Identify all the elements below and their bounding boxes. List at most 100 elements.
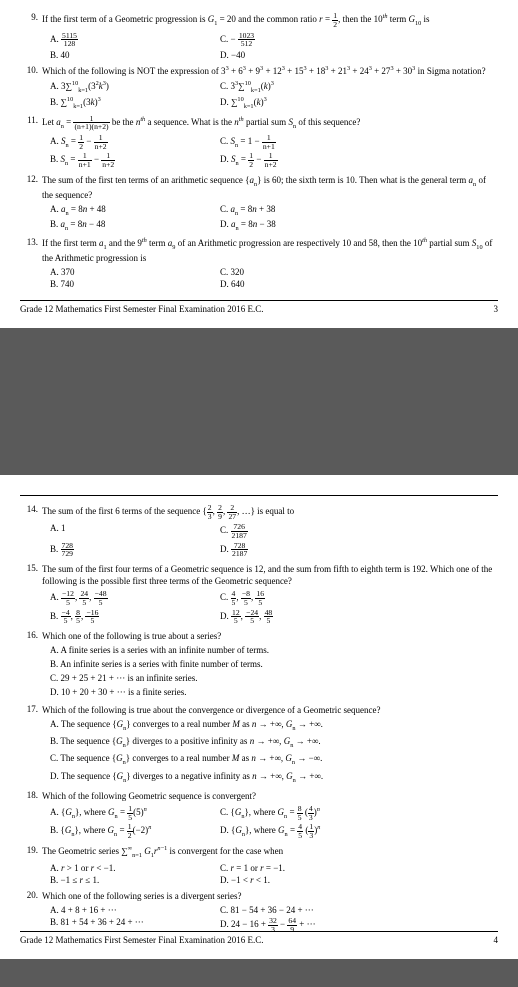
question-18: 18. Which of the following Geometric seq… [20, 790, 498, 840]
opt-d: D. −1 < r < 1. [220, 875, 390, 885]
opt-b: B. 40 [50, 50, 220, 60]
opt-c: C. 33∑10k=1(k)3 [220, 80, 390, 94]
opt-a: A. 370 [50, 267, 220, 277]
opt-d: D. 640 [220, 279, 390, 289]
opt-d: D. ∑10k=1(k)3 [220, 96, 390, 110]
opt-c: C. 81 − 54 + 36 − 24 + ··· [220, 905, 390, 915]
page-footer: Grade 12 Mathematics First Semester Fina… [20, 931, 498, 945]
qnum: 15. [20, 563, 38, 573]
options: A. 4 + 8 + 16 + ··· C. 81 − 54 + 36 − 24… [50, 905, 498, 933]
question-12: 12. The sum of the first ten terms of an… [20, 174, 498, 232]
opt-a: A. 4 + 8 + 16 + ··· [50, 905, 220, 915]
options: A. Sn = 12 − 1n+2 C. Sn = 1 − 1n+1 B. Sn… [50, 134, 498, 169]
qtext: Which one of the following series is a d… [42, 890, 498, 902]
opt-a: A. 5115128 [50, 32, 220, 48]
question-13: 13. If the first term a1 and the 9th ter… [20, 237, 498, 289]
qnum: 9. [20, 12, 38, 22]
opt-d: D. The sequence {Gn} diverges to a negat… [50, 770, 498, 785]
opt-b: B. −45, 85, −165 [50, 609, 220, 625]
opt-a: A. The sequence {Gn} converges to a real… [50, 718, 498, 733]
question-9: 9. If the first term of a Geometric prog… [20, 12, 498, 60]
page-footer: Grade 12 Mathematics First Semester Fina… [20, 300, 498, 314]
options: A. an = 8n + 48 C. an = 8n + 38 B. an = … [50, 204, 498, 232]
page-number: 4 [494, 935, 499, 945]
opt-b: B. The sequence {Gn} diverges to a posit… [50, 735, 498, 750]
qtext: The Geometric series ∑∞n=1 G1rn−1 is con… [42, 845, 498, 860]
qtext: The sum of the first 6 terms of the sequ… [42, 504, 498, 520]
qnum: 16. [20, 630, 38, 640]
opt-a: A. 1 [50, 523, 220, 539]
opt-b: B. An infinite series is a series with f… [50, 658, 498, 670]
opt-b: B. {Gn}, where Gn = 12(−2)n [50, 823, 220, 839]
qnum: 11. [20, 115, 38, 125]
opt-b: B. an = 8n − 48 [50, 219, 220, 232]
options: A. 1 C. 7262187 B. 728729 D. 7282187 [50, 523, 498, 558]
qtext: Which of the following Geometric sequenc… [42, 790, 498, 802]
opt-a: A. 3∑10k=1(32k3) [50, 80, 220, 94]
question-20: 20. Which one of the following series is… [20, 890, 498, 933]
footer-text: Grade 12 Mathematics First Semester Fina… [20, 304, 263, 314]
opt-c: C. 45, −85, 165 [220, 590, 390, 606]
qnum: 10. [20, 65, 38, 75]
opt-d: D. 10 + 20 + 30 + ··· is a finite series… [50, 686, 498, 698]
opt-c: C. Sn = 1 − 1n+1 [220, 134, 390, 150]
page-number: 3 [494, 304, 499, 314]
options: A. {Gn}, where Gn = 15(5)n C. {Gn}, wher… [50, 805, 498, 840]
options: A. −125, 245, −485 C. 45, −85, 165 B. −4… [50, 590, 498, 625]
opt-d: D. 7282187 [220, 542, 390, 558]
question-17: 17. Which of the following is true about… [20, 704, 498, 785]
opt-b: B. 728729 [50, 542, 220, 558]
top-rule [20, 495, 498, 496]
opt-c: C. − 1023512 [220, 32, 390, 48]
qnum: 19. [20, 845, 38, 855]
opt-c: C. 320 [220, 267, 390, 277]
opt-d: D. −40 [220, 50, 390, 60]
opt-c: C. an = 8n + 38 [220, 204, 390, 217]
options: A. 370 C. 320 B. 740 D. 640 [50, 267, 498, 289]
opt-a: A. {Gn}, where Gn = 15(5)n [50, 805, 220, 821]
qnum: 12. [20, 174, 38, 184]
opt-d: D. {Gn}, where Gn = 45 (13)n [220, 823, 390, 839]
opt-b: B. 740 [50, 279, 220, 289]
qnum: 20. [20, 890, 38, 900]
opt-a: A. Sn = 12 − 1n+2 [50, 134, 220, 150]
opt-a: A. −125, 245, −485 [50, 590, 220, 606]
opt-c: C. The sequence {Gn} converges to a real… [50, 752, 498, 767]
question-11: 11. Let an = 1(n+1)(n+2) be the nth a se… [20, 115, 498, 169]
qtext: Which one of the following is true about… [42, 630, 498, 642]
options: A. 3∑10k=1(32k3) C. 33∑10k=1(k)3 B. ∑10k… [50, 80, 498, 110]
options: A. 5115128 C. − 1023512 B. 40 D. −40 [50, 32, 498, 60]
qtext: The sum of the first four terms of a Geo… [42, 563, 498, 587]
qtext: Which of the following is true about the… [42, 704, 498, 716]
options: A. r > 1 or r < −1. C. r = 1 or r = −1. … [50, 863, 498, 885]
opt-a: A. r > 1 or r < −1. [50, 863, 220, 873]
question-10: 10. Which of the following is NOT the ex… [20, 65, 498, 110]
question-15: 15. The sum of the first four terms of a… [20, 563, 498, 625]
opt-c: C. 7262187 [220, 523, 390, 539]
page-2: 14. The sum of the first 6 terms of the … [0, 475, 518, 959]
page-1: 9. If the first term of a Geometric prog… [0, 0, 518, 328]
opt-a: A. A finite series is a series with an i… [50, 644, 498, 656]
qnum: 18. [20, 790, 38, 800]
question-14: 14. The sum of the first 6 terms of the … [20, 504, 498, 558]
opt-d: D. Sn = 12 − 1n+2 [220, 152, 390, 168]
qtext: If the first term a1 and the 9th term a9… [42, 237, 498, 264]
opt-c: C. {Gn}, where Gn = 85 (43)n [220, 805, 390, 821]
opt-b: B. Sn = 1n+1 − 1n+2 [50, 152, 220, 168]
opt-c: C. 29 + 25 + 21 + ··· is an infinite ser… [50, 672, 498, 684]
opt-b: B. −1 ≤ r ≤ 1. [50, 875, 220, 885]
footer-text: Grade 12 Mathematics First Semester Fina… [20, 935, 263, 945]
opt-b: B. ∑10k=1(3k)3 [50, 96, 220, 110]
opt-d: D. 125, −245, 485 [220, 609, 390, 625]
opt-c: C. r = 1 or r = −1. [220, 863, 390, 873]
qnum: 17. [20, 704, 38, 714]
qtext: Let an = 1(n+1)(n+2) be the nth a sequen… [42, 115, 498, 132]
qtext: Which of the following is NOT the expres… [42, 65, 498, 77]
opt-a: A. an = 8n + 48 [50, 204, 220, 217]
qnum: 14. [20, 504, 38, 514]
qtext: The sum of the first ten terms of an ari… [42, 174, 498, 201]
question-19: 19. The Geometric series ∑∞n=1 G1rn−1 is… [20, 845, 498, 885]
opt-d: D. an = 8n − 38 [220, 219, 390, 232]
page-gap [0, 328, 518, 475]
question-16: 16. Which one of the following is true a… [20, 630, 498, 699]
